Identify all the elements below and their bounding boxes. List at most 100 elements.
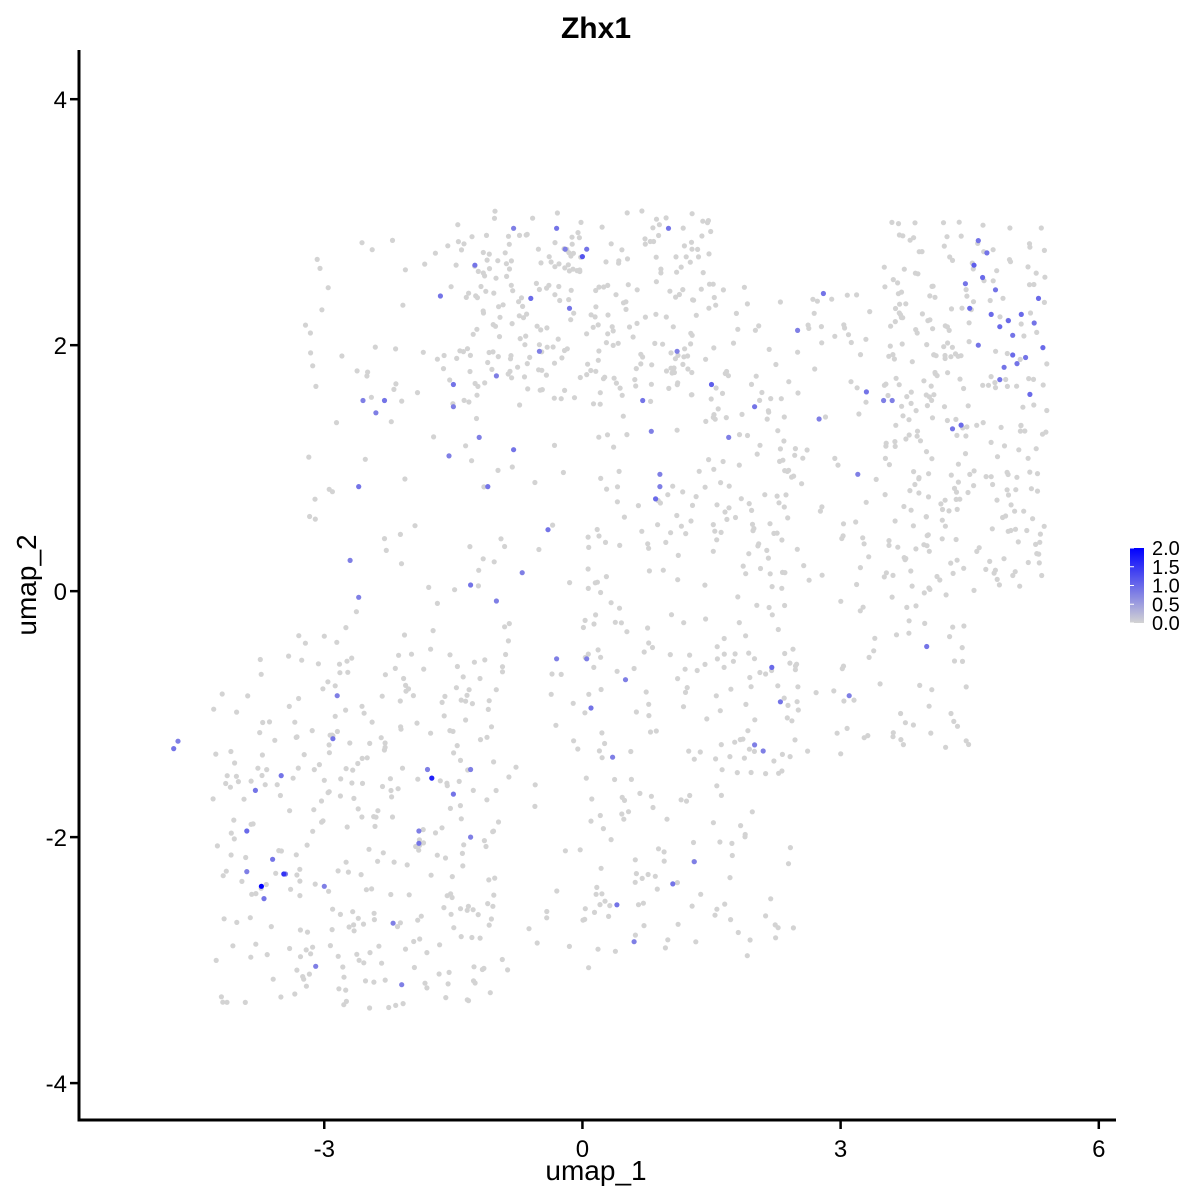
cell-point: [266, 719, 273, 725]
cell-point: [1024, 527, 1030, 534]
cell-point: [484, 734, 490, 740]
cell-point: [362, 456, 368, 462]
expressing-cell-point: [566, 305, 573, 311]
cell-point: [484, 797, 490, 803]
cell-point: [612, 619, 618, 625]
expressing-cell-point: [468, 834, 474, 840]
cell-point: [397, 531, 403, 538]
cell-point: [214, 843, 220, 849]
cell-point: [593, 891, 599, 897]
cell-point: [516, 313, 522, 319]
cell-point: [751, 748, 758, 755]
cell-point: [389, 237, 396, 243]
cell-point: [744, 432, 751, 439]
cell-point: [909, 583, 915, 589]
cell-point: [631, 665, 637, 672]
cell-point: [787, 754, 793, 760]
cell-point: [1031, 281, 1037, 288]
cell-point: [673, 254, 679, 260]
cell-point: [888, 323, 894, 329]
cell-point: [296, 633, 302, 639]
cell-point: [661, 858, 667, 864]
cell-point: [278, 994, 284, 1000]
cell-point: [590, 401, 597, 407]
cell-point: [939, 536, 945, 542]
cell-point: [930, 283, 936, 289]
cell-point: [848, 339, 854, 346]
cell-point: [724, 516, 730, 523]
cell-point: [792, 737, 798, 743]
cell-point: [925, 494, 932, 500]
cell-point: [457, 757, 464, 764]
cell-point: [971, 587, 977, 594]
cell-point: [757, 442, 763, 448]
cell-point: [1034, 488, 1041, 494]
cell-point: [597, 812, 603, 819]
cell-point: [730, 340, 737, 346]
cell-point: [734, 770, 740, 776]
cell-point: [725, 373, 732, 379]
cell-point: [434, 600, 440, 607]
cell-point: [445, 243, 451, 249]
cell-point: [781, 438, 787, 444]
cell-point: [1036, 560, 1042, 566]
cell-point: [466, 399, 472, 405]
cell-point: [447, 377, 453, 383]
cell-point: [736, 462, 742, 468]
cell-point: [684, 685, 690, 691]
cell-point: [596, 434, 602, 440]
cell-point: [988, 439, 994, 445]
cell-point: [477, 737, 484, 743]
cell-point: [767, 571, 773, 577]
cell-point: [912, 220, 918, 226]
cell-point: [773, 361, 779, 368]
cell-point: [1013, 487, 1019, 493]
cell-point: [375, 808, 381, 814]
expressing-cell-point: [334, 693, 340, 699]
cell-point: [747, 674, 753, 681]
cell-point: [506, 774, 512, 780]
cell-point: [470, 907, 476, 913]
legend-label: 1.0: [1152, 576, 1180, 598]
x-axis-title: umap_1: [545, 1155, 646, 1186]
cell-point: [600, 826, 607, 832]
cell-point: [351, 922, 357, 928]
cell-point: [364, 373, 370, 379]
cell-point: [471, 659, 477, 665]
cell-point: [680, 489, 686, 495]
cell-point: [453, 262, 459, 268]
cell-point: [648, 398, 654, 404]
expressing-cell-point: [1027, 391, 1033, 397]
cell-point: [486, 349, 492, 356]
cell-point: [903, 436, 909, 442]
cell-point: [689, 392, 695, 398]
cell-point: [588, 818, 594, 824]
cell-point: [831, 688, 837, 694]
cell-point: [485, 359, 491, 366]
cell-point: [448, 284, 454, 290]
cell-point: [641, 923, 647, 929]
cell-point: [774, 493, 780, 499]
cell-point: [844, 292, 850, 298]
cell-point: [473, 415, 480, 422]
cell-point: [457, 906, 464, 912]
cell-point: [570, 700, 576, 706]
cell-point: [680, 704, 687, 710]
cell-point: [928, 730, 934, 736]
cell-point: [764, 416, 770, 422]
cell-point: [444, 783, 450, 789]
cell-point: [1021, 333, 1027, 339]
cell-point: [297, 927, 303, 933]
cell-point: [398, 726, 404, 732]
cell-point: [302, 322, 309, 328]
cell-point: [361, 710, 367, 716]
cell-point: [954, 557, 960, 563]
cell-point: [948, 710, 954, 717]
cell-point: [771, 530, 777, 537]
cell-point: [263, 881, 269, 888]
cell-point: [496, 304, 502, 310]
cell-point: [228, 748, 234, 755]
cell-point: [556, 283, 562, 290]
cell-point: [356, 957, 362, 963]
cell-point: [623, 306, 629, 312]
